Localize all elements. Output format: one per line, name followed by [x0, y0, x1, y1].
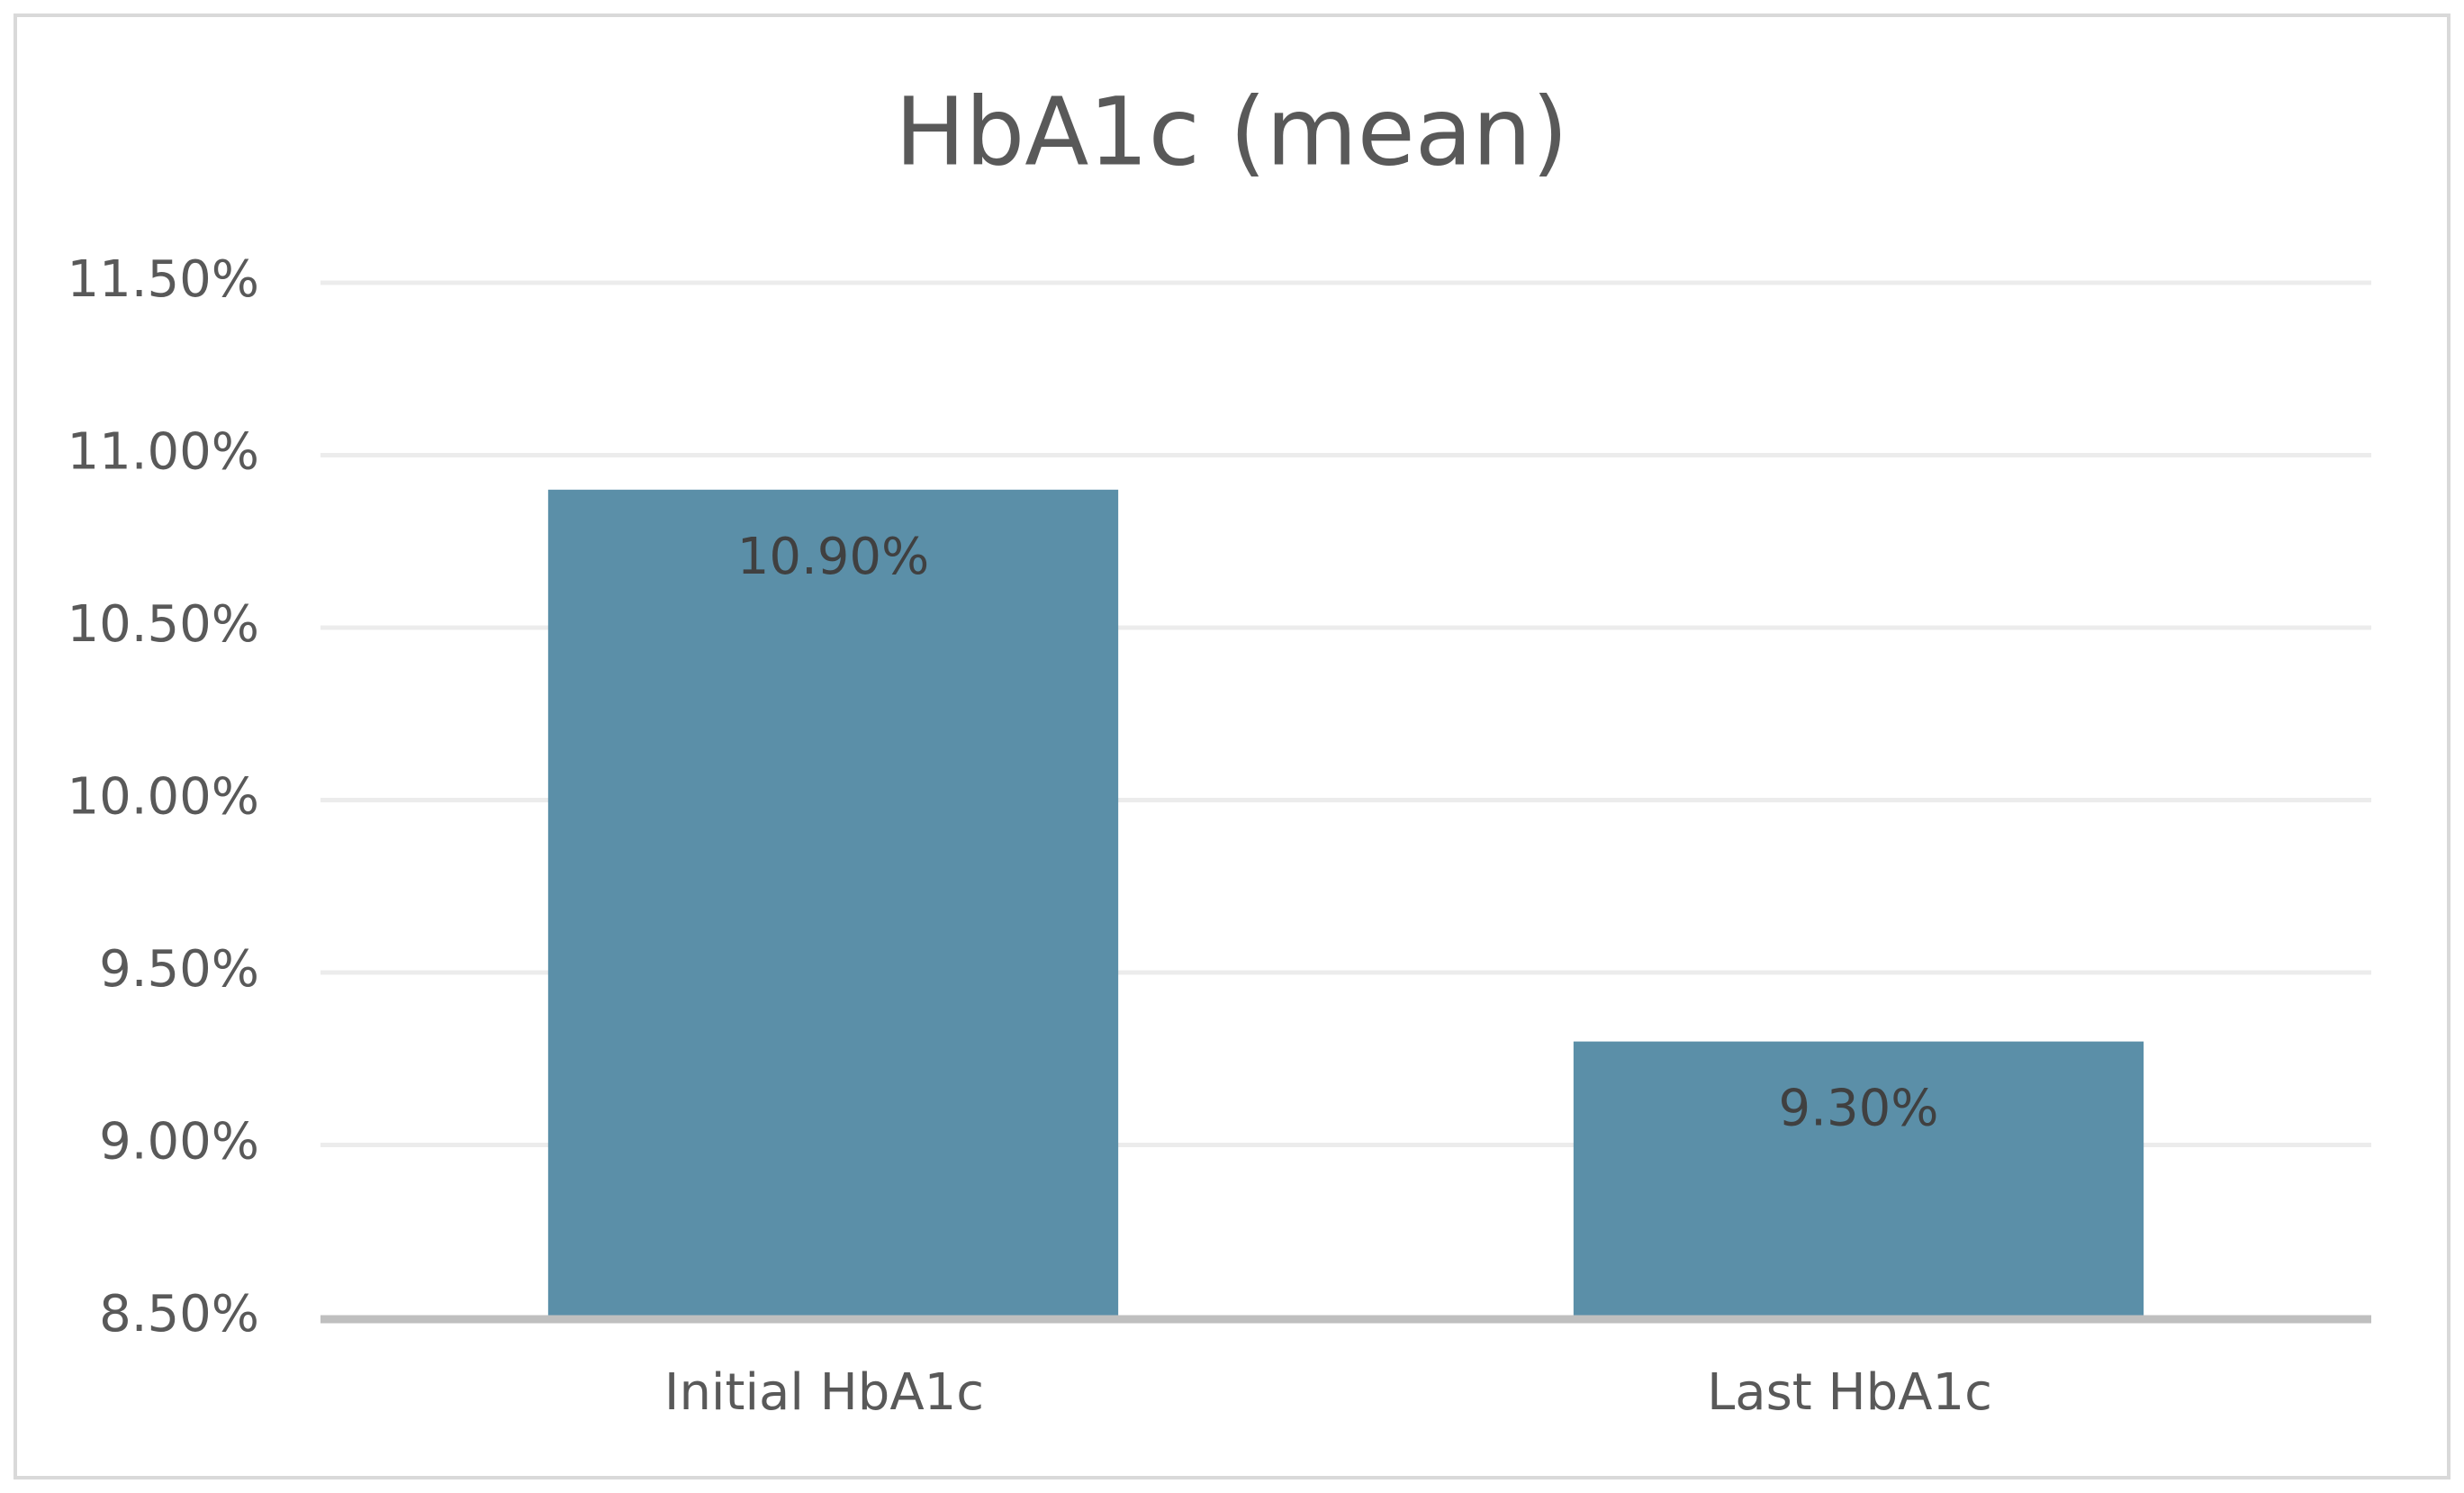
y-tick-label: 10.50%	[67, 595, 259, 654]
y-tick-label: 9.00%	[99, 1113, 259, 1172]
y-tick-label: 10.00%	[67, 768, 259, 827]
y-tick-label: 8.50%	[99, 1285, 259, 1344]
x-tick-label: Last HbA1c	[1707, 1363, 1992, 1422]
data-label: 9.30%	[1779, 1080, 1939, 1138]
y-tick-label: 11.50%	[67, 250, 259, 309]
bar	[547, 489, 1119, 1317]
chart-title: HbA1c (mean)	[895, 77, 1568, 186]
x-tick-label: Initial HbA1c	[664, 1363, 984, 1422]
y-tick-label: 11.00%	[67, 423, 259, 482]
bar	[1573, 1041, 2144, 1317]
data-label: 10.90%	[737, 528, 930, 586]
y-tick-label: 9.50%	[99, 940, 259, 999]
